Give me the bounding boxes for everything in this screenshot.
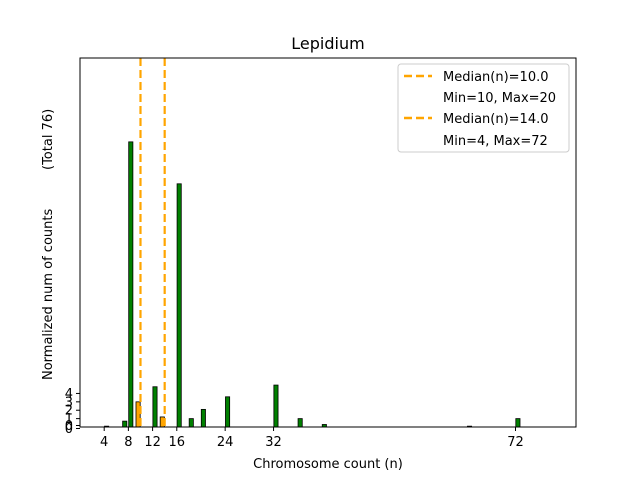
y-tick-label-3: 2 (65, 404, 73, 419)
bar-series-2-n-12 (152, 386, 158, 428)
legend-entry-1-detail: Min=10, Max=20 (443, 91, 556, 106)
x-tick-label-16: 16 (169, 435, 186, 450)
median-lines (139, 58, 166, 427)
x-tick-label-32: 32 (265, 435, 282, 450)
x-axis: 4 8 12 16 24 32 72 (100, 427, 524, 450)
bar-series-2-n-20 (200, 408, 206, 428)
y-tick-label-5: 4 (65, 387, 73, 402)
y-tick-label-1: 0 (65, 419, 73, 434)
bar-series-2-n-24 (225, 396, 231, 428)
bar-series-2-n-32 (273, 384, 279, 428)
y-axis-label: Normalized num of counts (41, 209, 56, 380)
bar-series-2-n-8 (128, 141, 134, 428)
legend-box (397, 63, 570, 153)
legend: Median(n)=10.0 Min=10, Max=20 Median(n)=… (397, 63, 570, 153)
x-tick-label-12: 12 (144, 435, 161, 450)
y-tick-label-2: 1 (65, 412, 73, 427)
legend-entry-2-detail: Min=4, Max=72 (443, 134, 548, 149)
bar-series-2-n-7 (122, 420, 128, 428)
bar-series-2-n-18 (188, 418, 194, 428)
bar-series-2-n-16 (176, 183, 182, 428)
bar-series-2-n-36 (297, 418, 303, 428)
chart-title: Lepidium (291, 34, 364, 53)
y-tick-label-4: 3 (65, 395, 73, 410)
x-tick-label-72: 72 (507, 435, 524, 450)
legend-entry-2-label: Median(n)=14.0 (443, 112, 549, 127)
bar-series-2-n-72 (515, 418, 521, 428)
x-tick-label-24: 24 (217, 435, 234, 450)
x-axis-label: Chromosome count (n) (253, 457, 403, 472)
x-tick-label-8: 8 (124, 435, 132, 450)
plot-frame (79, 57, 577, 428)
legend-entry-1-label: Median(n)=10.0 (443, 70, 549, 85)
x-tick-label-4: 4 (100, 435, 108, 450)
y-axis-total-note: (Total 76) (41, 109, 56, 170)
y-tick-label-0: 0 (65, 422, 73, 437)
